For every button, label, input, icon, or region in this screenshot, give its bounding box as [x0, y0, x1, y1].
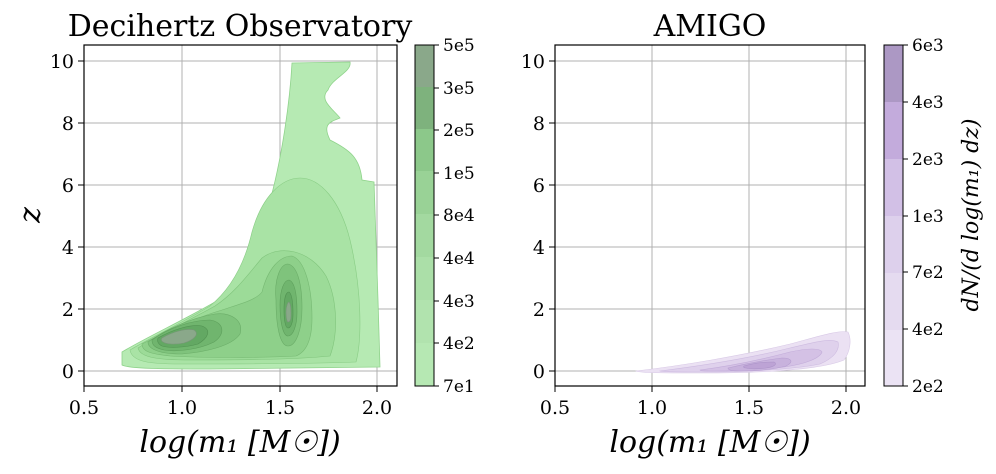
right-xlabel: log(m₁ [M☉])	[609, 425, 810, 460]
right-colorbar-tick: 1e3	[912, 207, 944, 227]
left-colorbar-tick: 4e2	[443, 334, 475, 354]
left-colorbar-tick: 4e3	[443, 292, 475, 312]
left-xtick-label: 1.0	[167, 397, 197, 419]
right-title: AMIGO	[653, 9, 767, 44]
right-colorbar-band	[884, 330, 903, 386]
left-colorbar-tick: 3e5	[443, 79, 475, 99]
left-xtick-label: 2.0	[362, 397, 392, 419]
right-xtick-marks	[554, 386, 847, 392]
right-ytick-label: 10	[521, 51, 545, 73]
right-colorbar-tick: 6e3	[912, 36, 944, 56]
right-ytick-label: 0	[533, 361, 545, 383]
left-colorbar-band	[415, 87, 434, 129]
right-ytick-label: 8	[533, 113, 545, 135]
left-xtick-label: 0.5	[69, 397, 99, 419]
right-colorbar-band	[884, 273, 903, 330]
left-ytick-label: 4	[62, 237, 74, 259]
right-colorbar-tick: 4e2	[912, 320, 944, 340]
right-colorbar-band	[884, 159, 903, 216]
left-ylabel: z	[13, 207, 48, 224]
left-colorbar-band	[415, 129, 434, 171]
right-colorbar-band	[884, 45, 903, 102]
right-colorbar-label: dN/(d log(m₁) dz)	[959, 119, 984, 312]
right-colorbar-tick: 4e3	[912, 93, 944, 113]
left-contours	[121, 61, 381, 370]
left-colorbar-tick: 5e5	[443, 36, 475, 56]
left-ytick-label: 10	[50, 51, 74, 73]
right-xtick-label: 1.0	[637, 397, 667, 419]
right-contour-level-3	[699, 348, 823, 372]
left-ytick-label: 6	[62, 175, 74, 197]
right-ytick-marks	[549, 60, 555, 372]
left-ytick-label: 8	[62, 113, 74, 135]
right-xtick-label: 2.0	[831, 397, 861, 419]
left-colorbar-tick: 1e5	[443, 164, 475, 184]
left-colorbar: 5e5 3e5 2e5 1e5 8e4 4e4 4e3 4e2 7e1	[414, 36, 475, 397]
right-colorbar-band	[884, 216, 903, 273]
right-colorbar-tick: 2e3	[912, 150, 944, 170]
left-colorbar-band	[415, 300, 434, 343]
right-contours	[634, 331, 851, 374]
left-colorbar-tick: 4e4	[443, 249, 475, 269]
right-colorbar-tick: 7e2	[912, 263, 944, 283]
right-ytick-label: 4	[533, 237, 545, 259]
left-xlabel: log(m₁ [M☉])	[139, 425, 340, 460]
left-colorbar-band	[415, 45, 434, 87]
left-colorbar-band	[415, 257, 434, 300]
left-xtick-label: 1.5	[265, 397, 295, 419]
left-colorbar-tick: 2e5	[443, 121, 475, 141]
left-panel: Decihertz Observatory	[13, 9, 412, 460]
right-xtick-label: 1.5	[734, 397, 764, 419]
right-ytick-label: 6	[533, 175, 545, 197]
right-contour-level-5	[743, 361, 776, 370]
right-colorbar: 6e3 4e3 2e3 1e3 7e2 4e2 2e2 dN/(d log(m₁…	[883, 36, 984, 397]
right-panel: AMIGO 0.5 1.0 1.5 2	[521, 9, 866, 460]
left-colorbar-band	[415, 171, 434, 214]
left-ytick-marks	[78, 60, 84, 372]
left-colorbar-tick: 7e1	[443, 377, 475, 397]
left-contour-level-8	[161, 329, 197, 345]
left-axes-frame	[83, 44, 398, 387]
right-colorbar-tick: 2e2	[912, 377, 944, 397]
right-grid	[555, 45, 865, 386]
left-colorbar-band	[415, 214, 434, 257]
right-xtick-label: 0.5	[540, 397, 570, 419]
left-colorbar-band	[415, 343, 434, 386]
left-title: Decihertz Observatory	[68, 9, 413, 44]
left-contour-level-8b	[285, 301, 292, 323]
left-ytick-label: 0	[62, 361, 74, 383]
right-axes-frame	[554, 44, 866, 387]
left-xtick-marks	[83, 386, 378, 392]
right-colorbar-band	[884, 102, 903, 159]
right-ytick-label: 2	[533, 299, 545, 321]
left-ytick-label: 2	[62, 299, 74, 321]
left-colorbar-tick: 8e4	[443, 206, 475, 226]
